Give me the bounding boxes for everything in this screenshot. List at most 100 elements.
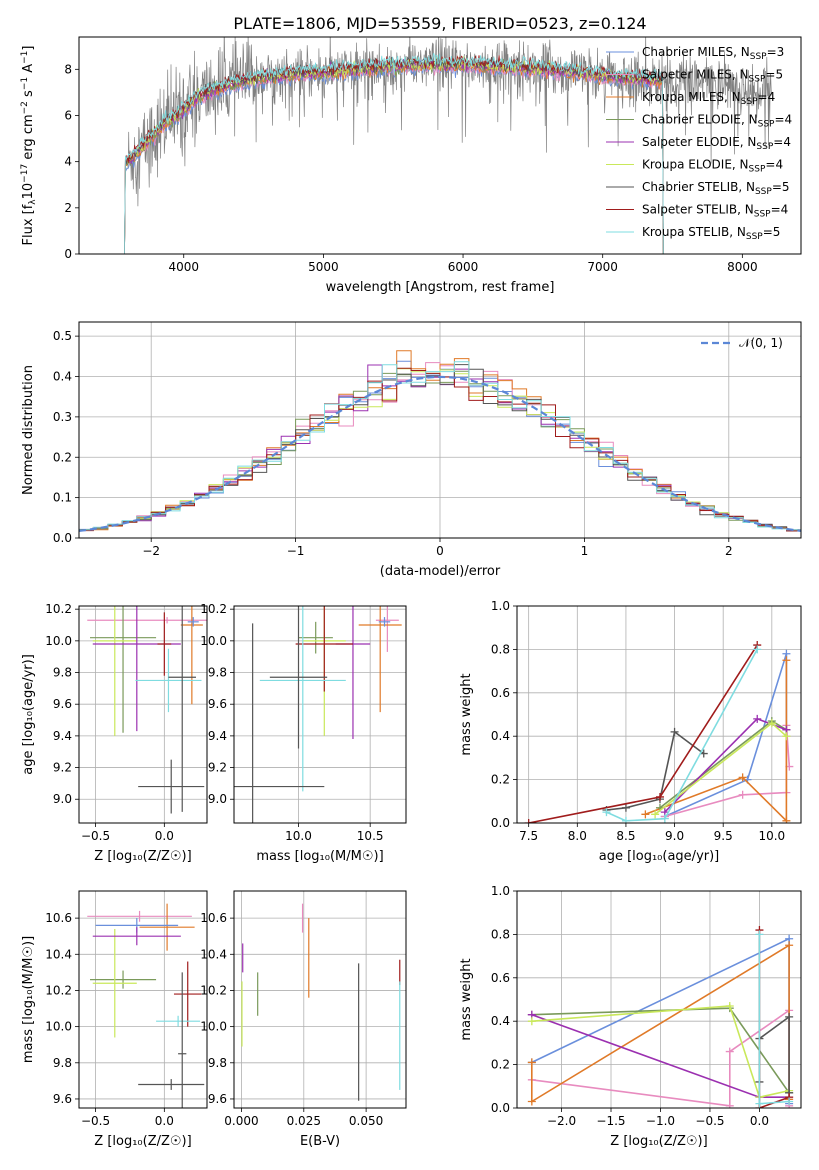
mass_vs_ebv-xlabel: E(B-V) bbox=[300, 1134, 340, 1149]
legend-sub: SSP bbox=[746, 232, 763, 242]
panels: 4000 5000 6000 7000 8000 0 2 4 6 8 wavelength [Ang… bbox=[20, 36, 802, 1149]
legend-entry: Salpeter MILES, NSSP=5 bbox=[642, 68, 783, 85]
age_vs_Z-ytick-label: 9.8 bbox=[53, 666, 72, 680]
age_vs_Z-xtick-label: −0.5 bbox=[81, 829, 110, 843]
histogram-salpeter-stelib bbox=[79, 367, 801, 532]
weight_vs_age-marker-kroupa-miles bbox=[641, 810, 650, 819]
age_vs_mass-xlabel: mass [log₁₀(M/M☉)] bbox=[256, 849, 383, 864]
spectrum-ylabel: Flux [fλ10−17 erg cm−2 s−1 A−1] bbox=[20, 46, 38, 246]
age_vs_Z-xlabel: Z [log₁₀(Z/Z☉)] bbox=[94, 849, 191, 864]
weight_vs_age-marker-salpeter-stelib bbox=[524, 819, 533, 823]
spectrum-ylabel-part: A bbox=[21, 64, 36, 77]
weight_vs_Z-ytick-label: 1.0 bbox=[491, 884, 510, 898]
age_vs_Z-ytick-label: 9.0 bbox=[53, 792, 72, 806]
legend-entry: Chabrier MILES, NSSP=3 bbox=[642, 45, 784, 62]
residuals-axes: −2 −1 0 1 2 0.0 0.1 0.2 0.3 0.4 0.5 (data-model)/er… bbox=[21, 322, 801, 579]
mass_vs_Z-ytick-label: 9.8 bbox=[53, 1056, 72, 1070]
weight_vs_age-marker-kroupa-elodie bbox=[767, 719, 776, 728]
age_vs_Z-ytick-label: 9.6 bbox=[53, 697, 72, 711]
spectrum-xlabel: wavelength [Angstrom, rest frame] bbox=[326, 280, 555, 295]
spectrum-ylabel-part: s bbox=[21, 90, 36, 101]
mass_vs_ebv-ytick-label: 10.0 bbox=[200, 1020, 227, 1034]
mass_vs_Z-ytick-label: 9.6 bbox=[53, 1092, 72, 1106]
mass_vs_Z-ytick-label: 10.2 bbox=[45, 983, 72, 997]
mass_vs_Z-ytick-label: 10.0 bbox=[45, 1020, 72, 1034]
spectrum-xtick-label: 8000 bbox=[727, 260, 758, 274]
age_vs_Z-ytick-label: 10.2 bbox=[45, 602, 72, 616]
mass_vs_Z-ylabel: mass [log₁₀(M/M☉)] bbox=[21, 936, 36, 1063]
residuals-xtick-label: −2 bbox=[142, 544, 160, 558]
residuals-xtick-label: 1 bbox=[581, 544, 589, 558]
weight_vs_age-lines bbox=[524, 641, 794, 823]
age_vs_Z-xtick-label: 0.0 bbox=[155, 829, 174, 843]
weight_vs_Z-ylabel: mass weight bbox=[459, 958, 474, 1040]
age_vs_Z-errorbars bbox=[87, 606, 207, 814]
legend-value: =5 bbox=[772, 180, 790, 194]
age_vs_mass-xtick-label: 10.0 bbox=[285, 829, 312, 843]
legend-label: Kroupa STELIB, N bbox=[642, 225, 746, 239]
weight_vs_Z-marker-kroupa-stelib bbox=[755, 1099, 764, 1108]
spectrum-xtick-label: 5000 bbox=[308, 260, 339, 274]
weight_vs_age-marker-kroupa-miles bbox=[738, 773, 747, 782]
weight_vs_Z-marker-chabrier-stelib bbox=[785, 1012, 794, 1021]
residuals-xtick-label: 0 bbox=[436, 544, 444, 558]
mass_vs_ebv-ytick-label: 10.4 bbox=[200, 947, 227, 961]
legend-label: Chabrier STELIB, N bbox=[642, 180, 755, 194]
legend-label: Kroupa ELODIE, N bbox=[642, 158, 749, 172]
residuals-xtick-label: −1 bbox=[287, 544, 305, 558]
spectrum-ylabel-part: λ bbox=[28, 199, 38, 205]
mass_vs_Z-xtick-label: 0.0 bbox=[155, 1114, 174, 1128]
weight_vs_age-xtick-label: 8.5 bbox=[616, 829, 635, 843]
weight_vs_Z-xtick-label: −2.0 bbox=[547, 1114, 576, 1128]
legend-sub: SSP bbox=[750, 52, 767, 62]
weight_vs_Z-xlabel: Z [log₁₀(Z/Z☉)] bbox=[610, 1134, 707, 1149]
legend-label: Salpeter ELODIE, N bbox=[642, 135, 756, 149]
weight_vs_age-marker-chabrier-stelib bbox=[621, 803, 630, 812]
mass_vs_ebv-xtick-label: 0.000 bbox=[224, 1114, 258, 1128]
weight_vs_age-xlabel: age [log₁₀(age/yr)] bbox=[599, 849, 720, 864]
normal-curve bbox=[79, 375, 801, 532]
spectrum-ylabel-part: ] bbox=[21, 46, 36, 51]
weight_vs_Z-ytick-label: 0.2 bbox=[491, 1058, 510, 1072]
weight_vs_age-xtick-label: 9.5 bbox=[714, 829, 733, 843]
age_vs_Z-ytick-label: 9.4 bbox=[53, 729, 72, 743]
age_vs_Z-frame bbox=[78, 605, 208, 824]
spectrum-xtick-label: 7000 bbox=[587, 260, 618, 274]
weight_vs_Z-marker-kroupa-miles bbox=[527, 1058, 536, 1067]
spectrum-ylabel-part: −1 bbox=[20, 51, 30, 64]
mass_vs_ebv-ytick-label: 10.6 bbox=[200, 911, 227, 925]
residuals-ylabel: Normed distribution bbox=[21, 365, 36, 495]
weight_vs_age-axes: 7.5 8.0 8.5 9.0 9.5 10.0 0.0 0.2 0.4 0.6 0.8 1.0 age… bbox=[459, 599, 801, 864]
weight_vs_age-marker-kroupa-stelib bbox=[602, 808, 611, 817]
mass_vs_ebv-xtick-label: 0.050 bbox=[349, 1114, 383, 1128]
mass_vs_ebv-frame bbox=[233, 890, 407, 1109]
spectrum-ytick-label: 6 bbox=[64, 108, 72, 122]
legend-entry: Kroupa STELIB, NSSP=5 bbox=[642, 225, 780, 242]
mass_vs_Z-ytick-label: 10.6 bbox=[45, 911, 72, 925]
residuals-xtick-label: 2 bbox=[725, 544, 733, 558]
age_vs_mass-errorbars bbox=[234, 606, 402, 823]
mass_vs_Z-frame bbox=[78, 890, 208, 1109]
age_vs_mass-ytick-label: 9.6 bbox=[208, 697, 227, 711]
residuals-ytick-label: 0.4 bbox=[53, 370, 72, 384]
age_vs_mass-ytick-label: 10.2 bbox=[200, 602, 227, 616]
weight_vs_Z-ytick-label: 0.6 bbox=[491, 971, 510, 985]
mass_vs_Z-axes: −0.5 0.0 9.6 9.8 10.0 10.2 10.4 10.6 Z [log₁₀(Z/… bbox=[21, 891, 207, 1149]
mass_vs_ebv-xtick-label: 0.025 bbox=[287, 1114, 321, 1128]
age_vs_mass-ytick-label: 9.8 bbox=[208, 666, 227, 680]
legend-normal-label: 𝒩(0, 1) bbox=[739, 336, 783, 350]
weight_vs_age-xtick-label: 8.0 bbox=[568, 829, 587, 843]
legend-label: Kroupa MILES, N bbox=[642, 90, 741, 104]
legend-value: =4 bbox=[765, 158, 783, 172]
mass_vs_Z-errorbars bbox=[87, 903, 205, 1108]
weight_vs_age-marker-salpeter-stelib bbox=[655, 792, 664, 801]
weight_vs_Z-series-salpeter-stelib bbox=[758, 930, 790, 1108]
age_vs_Z-ytick-label: 9.2 bbox=[53, 761, 72, 775]
mass_vs_Z-ytick-label: 10.4 bbox=[45, 947, 72, 961]
residuals-ytick-label: 0.1 bbox=[53, 491, 72, 505]
weight_vs_Z-ytick-label: 0.8 bbox=[491, 927, 510, 941]
weight_vs_age-marker-kroupa-stelib bbox=[753, 645, 762, 654]
legend-value: =4 bbox=[774, 113, 792, 127]
spectrum-lines bbox=[123, 37, 772, 254]
age_vs_mass-frame bbox=[233, 605, 407, 824]
